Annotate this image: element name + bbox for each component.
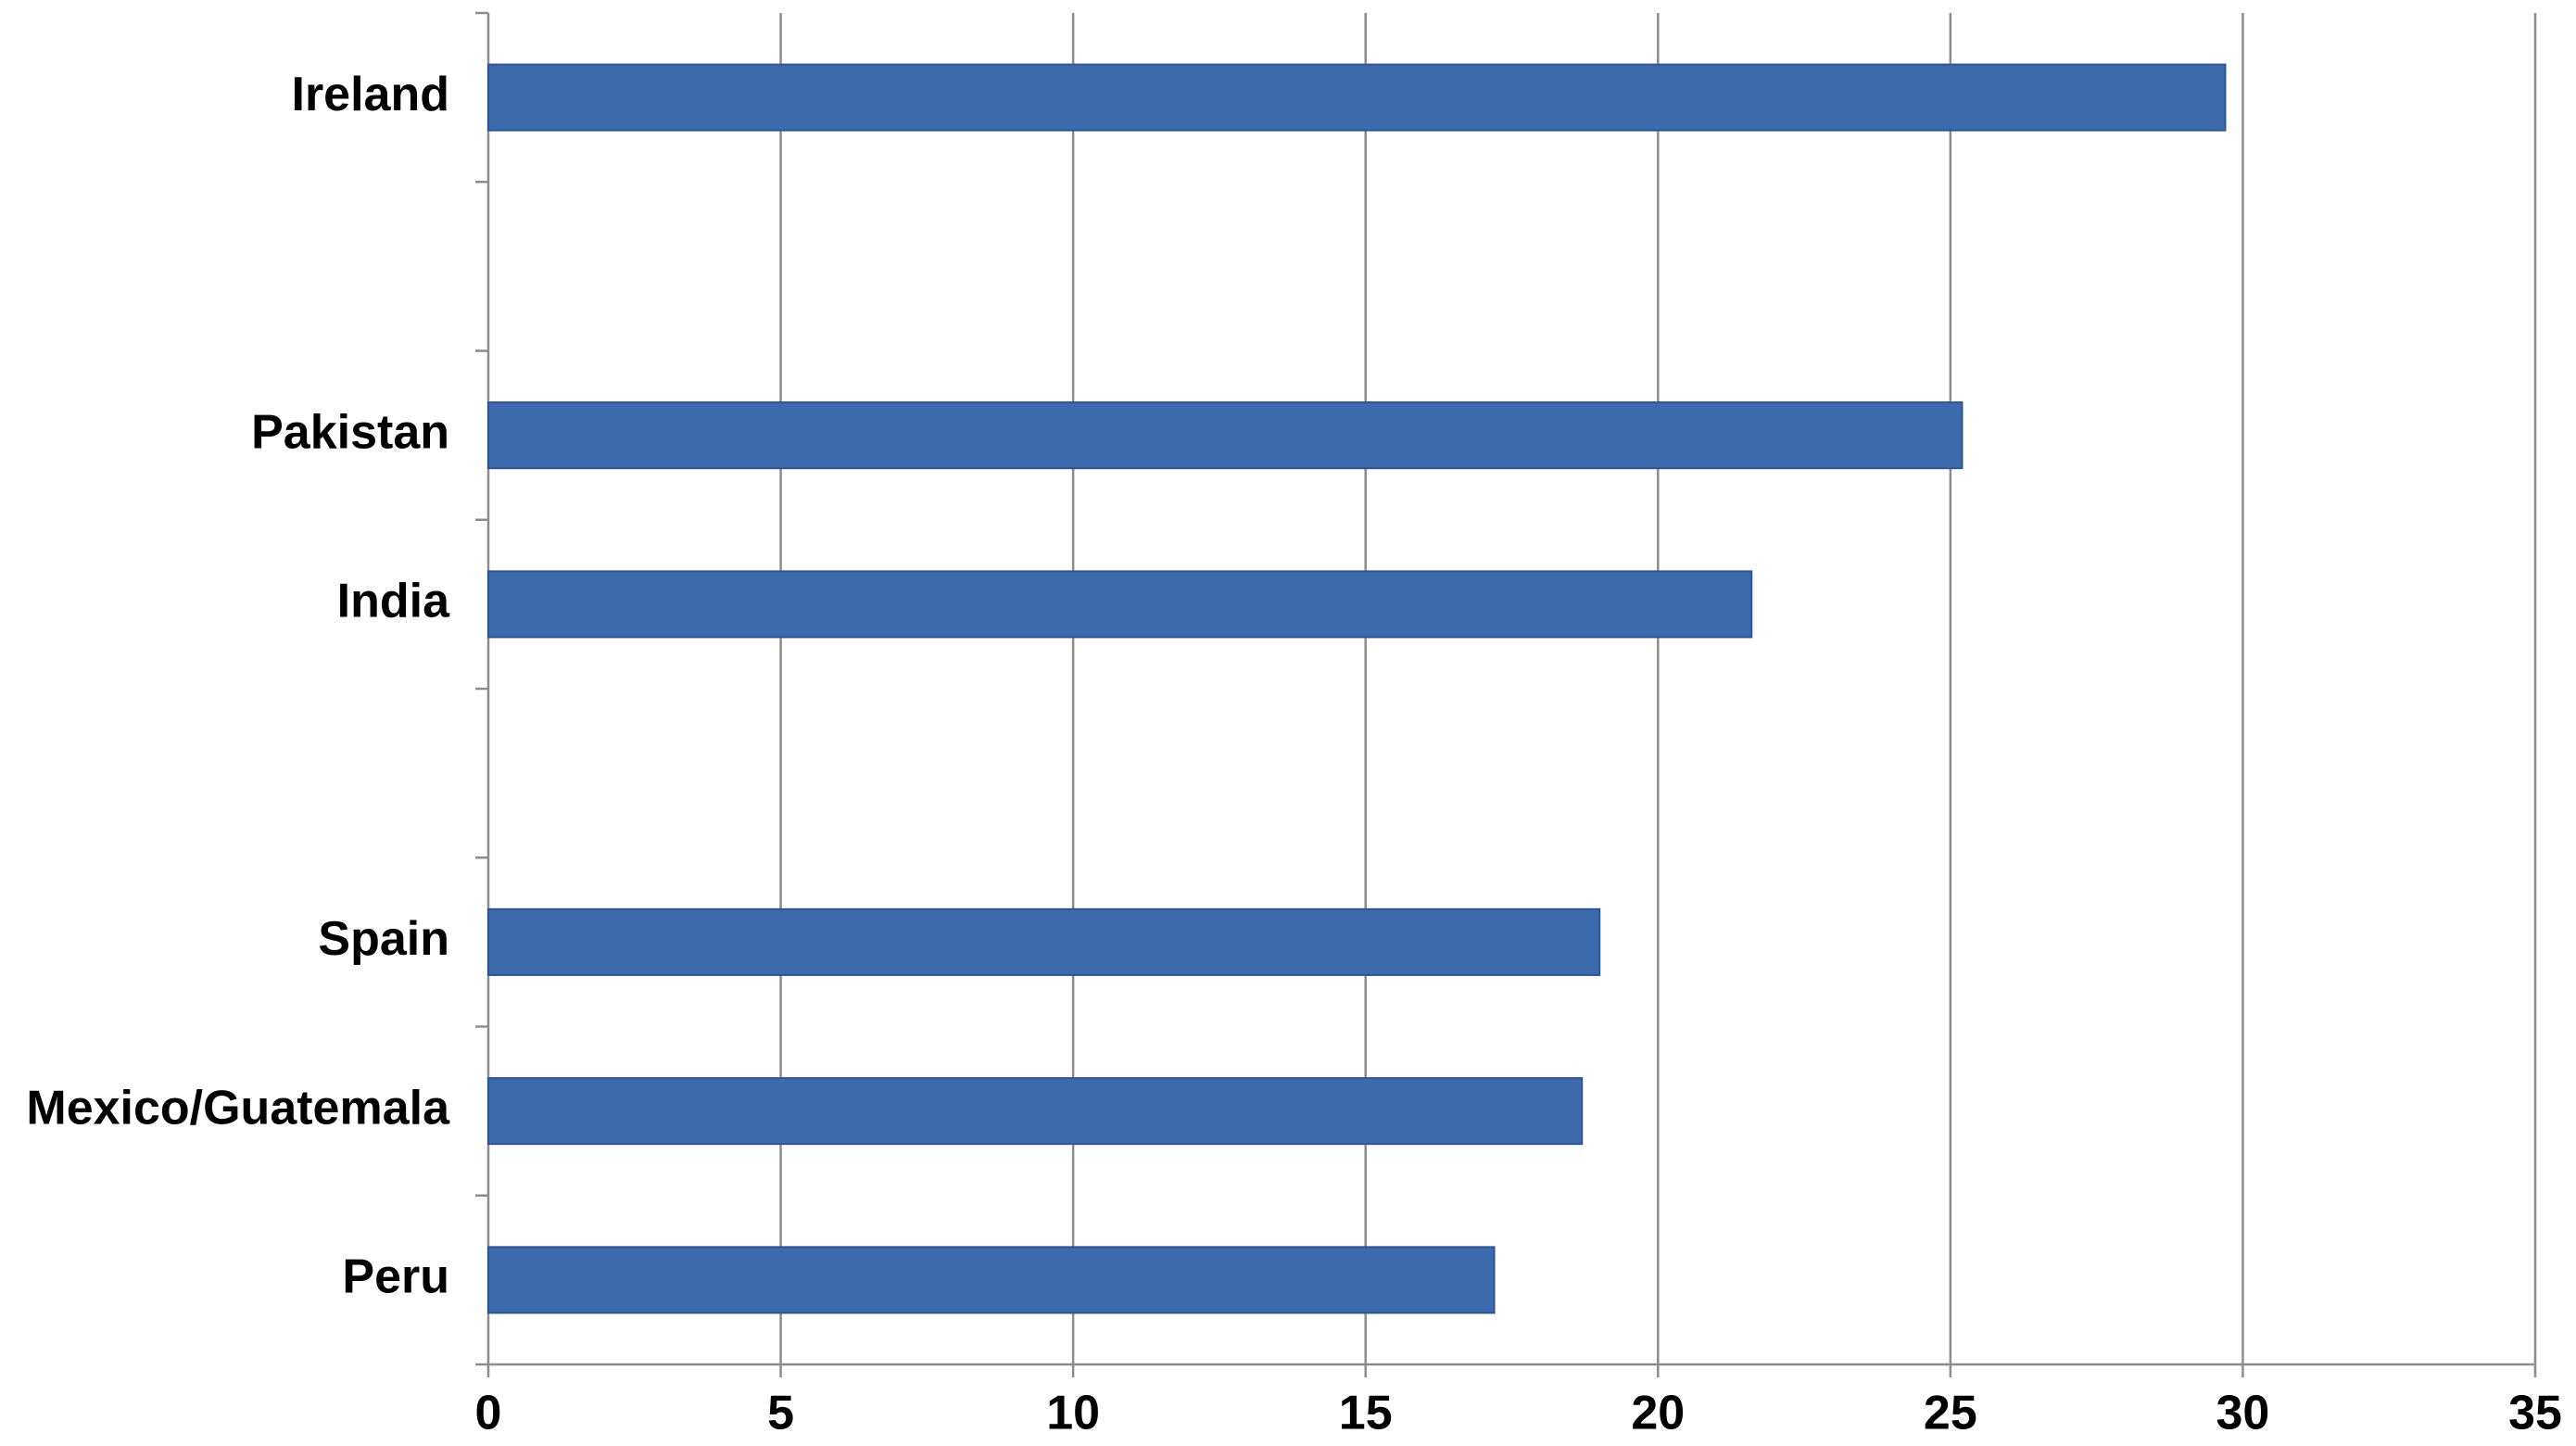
bar xyxy=(487,1077,1584,1146)
bar xyxy=(487,63,2227,132)
y-tick-label: Spain xyxy=(318,912,449,966)
x-tick-label: 25 xyxy=(1924,1387,1977,1440)
bar xyxy=(487,401,1964,470)
y-tick-label: Pakistan xyxy=(251,405,449,459)
x-tick-label: 0 xyxy=(475,1387,502,1440)
x-tick-label: 30 xyxy=(2216,1387,2270,1440)
x-tick-label: 10 xyxy=(1046,1387,1100,1440)
y-tick-label: Ireland xyxy=(292,68,450,121)
x-tick-label: 15 xyxy=(1339,1387,1393,1440)
bar xyxy=(487,570,1753,639)
y-tick-label: India xyxy=(337,575,450,628)
bar xyxy=(487,907,1601,976)
bar xyxy=(487,1246,1496,1314)
x-tick-label: 35 xyxy=(2508,1387,2562,1440)
x-tick-label: 5 xyxy=(767,1387,794,1440)
y-tick-label: Peru xyxy=(342,1250,449,1304)
y-tick-label: Mexico/Guatemala xyxy=(26,1081,450,1135)
x-tick-label: 20 xyxy=(1631,1387,1685,1440)
